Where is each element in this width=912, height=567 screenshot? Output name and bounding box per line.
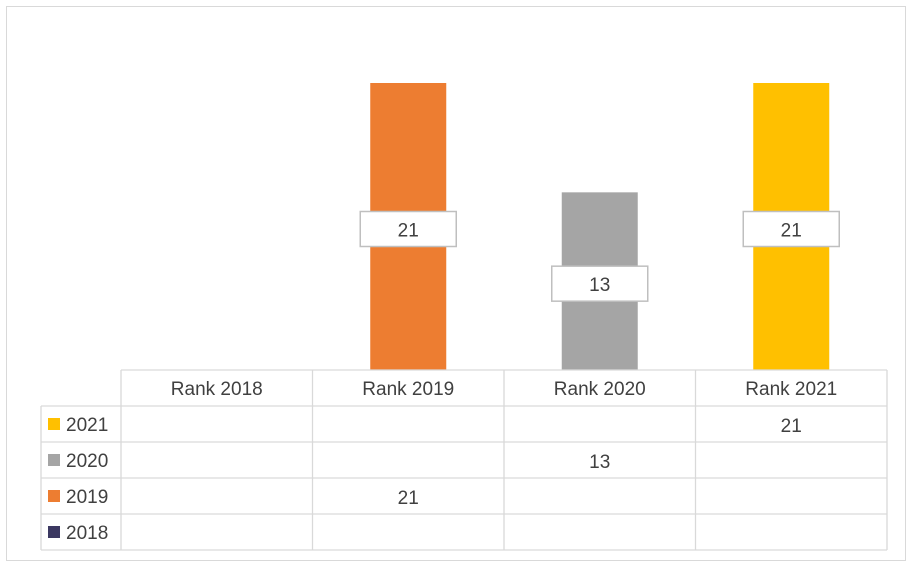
legend-label-2018: 2018 xyxy=(66,523,108,544)
table-cell-value: 13 xyxy=(589,452,610,473)
legend-swatch-2018 xyxy=(48,526,60,538)
legend-swatch-2020 xyxy=(48,454,60,466)
data-label-box xyxy=(551,265,649,302)
category-label: Rank 2020 xyxy=(554,379,646,400)
data-label: 21 xyxy=(781,221,802,242)
legend-label-2020: 2020 xyxy=(66,451,108,472)
category-label: Rank 2019 xyxy=(362,379,454,400)
legend-swatch-2021 xyxy=(48,418,60,430)
table-cell-value: 21 xyxy=(398,488,419,509)
table-cell-value: 21 xyxy=(781,416,802,437)
data-label-box xyxy=(742,210,840,248)
data-label: 13 xyxy=(589,275,610,296)
data-label: 21 xyxy=(398,221,419,242)
legend-label-2021: 2021 xyxy=(66,415,108,436)
legend-swatch-2019 xyxy=(48,490,60,502)
data-label-box xyxy=(359,210,457,248)
category-label: Rank 2018 xyxy=(171,379,263,400)
legend-label-2019: 2019 xyxy=(66,487,108,508)
category-label: Rank 2021 xyxy=(745,379,837,400)
